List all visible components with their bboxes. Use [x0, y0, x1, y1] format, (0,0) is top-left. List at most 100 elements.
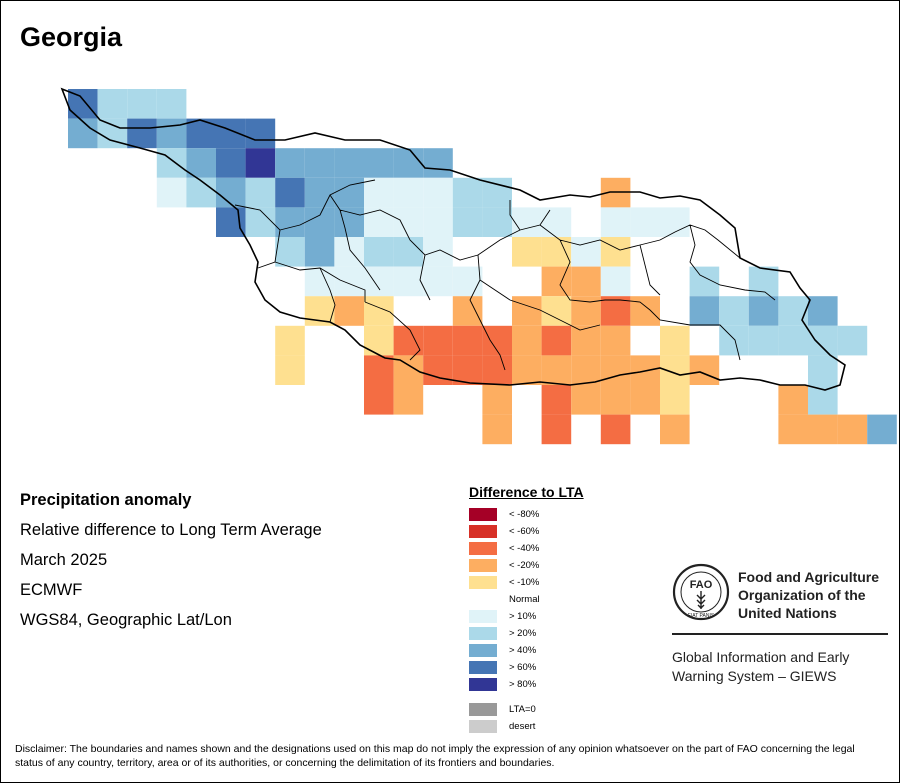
grid-cell: [216, 118, 246, 149]
grid-cell: [393, 266, 424, 297]
legend-class-label: > 60%: [509, 662, 537, 673]
grid-cell: [127, 89, 157, 119]
grid-cell: [275, 207, 305, 237]
grid-cell: [423, 325, 453, 356]
legend-class-item: < -80%: [469, 506, 584, 523]
grid-cell: [304, 207, 335, 237]
info-heading: Precipitation anomaly: [20, 491, 192, 509]
grid-cell: [719, 296, 749, 326]
grid-cell: [186, 148, 216, 178]
grid-cell: [512, 296, 542, 326]
grid-cell: [660, 385, 690, 415]
fao-emblem-icon: FAO FIAT PANIS: [672, 563, 730, 621]
giews-line-1: Global Information and Early: [672, 649, 850, 665]
grid-cell: [541, 325, 572, 356]
grid-cell: [600, 414, 631, 445]
grid-cell: [660, 325, 690, 356]
grid-cell: [482, 177, 512, 208]
legend-class-item: Normal: [469, 591, 584, 608]
info-line-4: WGS84, Geographic Lat/Lon: [20, 611, 232, 629]
grid-cell: [423, 177, 453, 208]
grid-cell: [600, 207, 631, 237]
grid-cell: [837, 414, 868, 445]
grid-cell: [482, 355, 512, 385]
legend-class-item: > 80%: [469, 676, 584, 693]
grid-cell: [600, 355, 631, 385]
grid-cell: [364, 266, 394, 297]
grid-cell: [541, 207, 572, 237]
grid-cell: [808, 325, 838, 356]
grid-cell: [541, 266, 572, 297]
grid-cell: [68, 118, 98, 149]
map-title: Georgia: [20, 22, 123, 52]
grid-cell: [275, 177, 305, 208]
legend-class-swatch: [469, 559, 497, 572]
grid-cell: [689, 296, 720, 326]
grid-cell: [452, 355, 483, 385]
grid-cell: [452, 266, 483, 297]
anomaly-grid: [68, 89, 897, 445]
region-border: [234, 179, 776, 371]
grid-cell: [156, 118, 187, 149]
legend: Difference to LTA < -80% < -60% < -40% < -2…: [469, 484, 584, 735]
disclaimer: Disclaimer: The boundaries and names sho…: [15, 743, 855, 769]
legend-class-label: > 80%: [509, 679, 537, 690]
legend-class-swatch: [469, 627, 497, 640]
grid-cell: [482, 385, 512, 415]
org-line-2: Organization of the: [738, 587, 866, 603]
legend-class-item: < -10%: [469, 574, 584, 591]
grid-cell: [393, 385, 424, 415]
grid-cell: [245, 118, 276, 149]
legend-extra: LTA=0 desert: [469, 701, 584, 735]
grid-cell: [216, 148, 246, 178]
grid-cell: [630, 296, 660, 326]
grid-cell: [364, 355, 394, 385]
legend-class-swatch: [469, 610, 497, 623]
grid-cell: [393, 148, 424, 178]
grid-cell: [275, 355, 305, 385]
legend-class-swatch: [469, 661, 497, 674]
grid-cell: [630, 207, 660, 237]
grid-cell: [97, 89, 128, 119]
grid-cell: [245, 148, 276, 178]
grid-cell: [334, 148, 364, 178]
grid-cell: [541, 385, 572, 415]
grid-cell: [541, 414, 572, 445]
legend-class-label: < -40%: [509, 543, 540, 554]
grid-cell: [364, 296, 394, 326]
legend-class-item: < -60%: [469, 523, 584, 540]
legend-class-swatch: [469, 644, 497, 657]
grid-cell: [423, 207, 453, 237]
grid-cell: [571, 266, 601, 297]
grid-cell: [423, 355, 453, 385]
grid-cell: [216, 177, 246, 208]
grid-cell: [808, 414, 838, 445]
grid-cell: [808, 355, 838, 385]
legend-class-item: > 60%: [469, 659, 584, 676]
grid-cell: [127, 118, 157, 149]
grid-cell: [364, 177, 394, 208]
legend-extra-swatch: [469, 703, 497, 716]
legend-class-swatch: [469, 542, 497, 555]
legend-class-item: < -20%: [469, 557, 584, 574]
grid-cell: [364, 148, 394, 178]
grid-cell: [452, 325, 483, 356]
grid-cell: [630, 385, 660, 415]
grid-cell: [808, 296, 838, 326]
grid-cell: [600, 385, 631, 415]
emblem-text: FAO: [690, 579, 713, 591]
legend-extra-label: LTA=0: [509, 704, 536, 715]
grid-cell: [304, 177, 335, 208]
info-line-1: Relative difference to Long Term Average: [20, 521, 322, 539]
legend-class-item: > 40%: [469, 642, 584, 659]
grid-cell: [334, 177, 364, 208]
grid-cell: [364, 237, 394, 267]
grid-cell: [778, 325, 808, 356]
legend-class-item: > 10%: [469, 608, 584, 625]
grid-cell: [275, 237, 305, 267]
grid-cell: [541, 355, 572, 385]
grid-cell: [423, 237, 453, 267]
grid-cell: [512, 355, 542, 385]
info-line-3: ECMWF: [20, 581, 83, 599]
legend-class-swatch: [469, 678, 497, 691]
